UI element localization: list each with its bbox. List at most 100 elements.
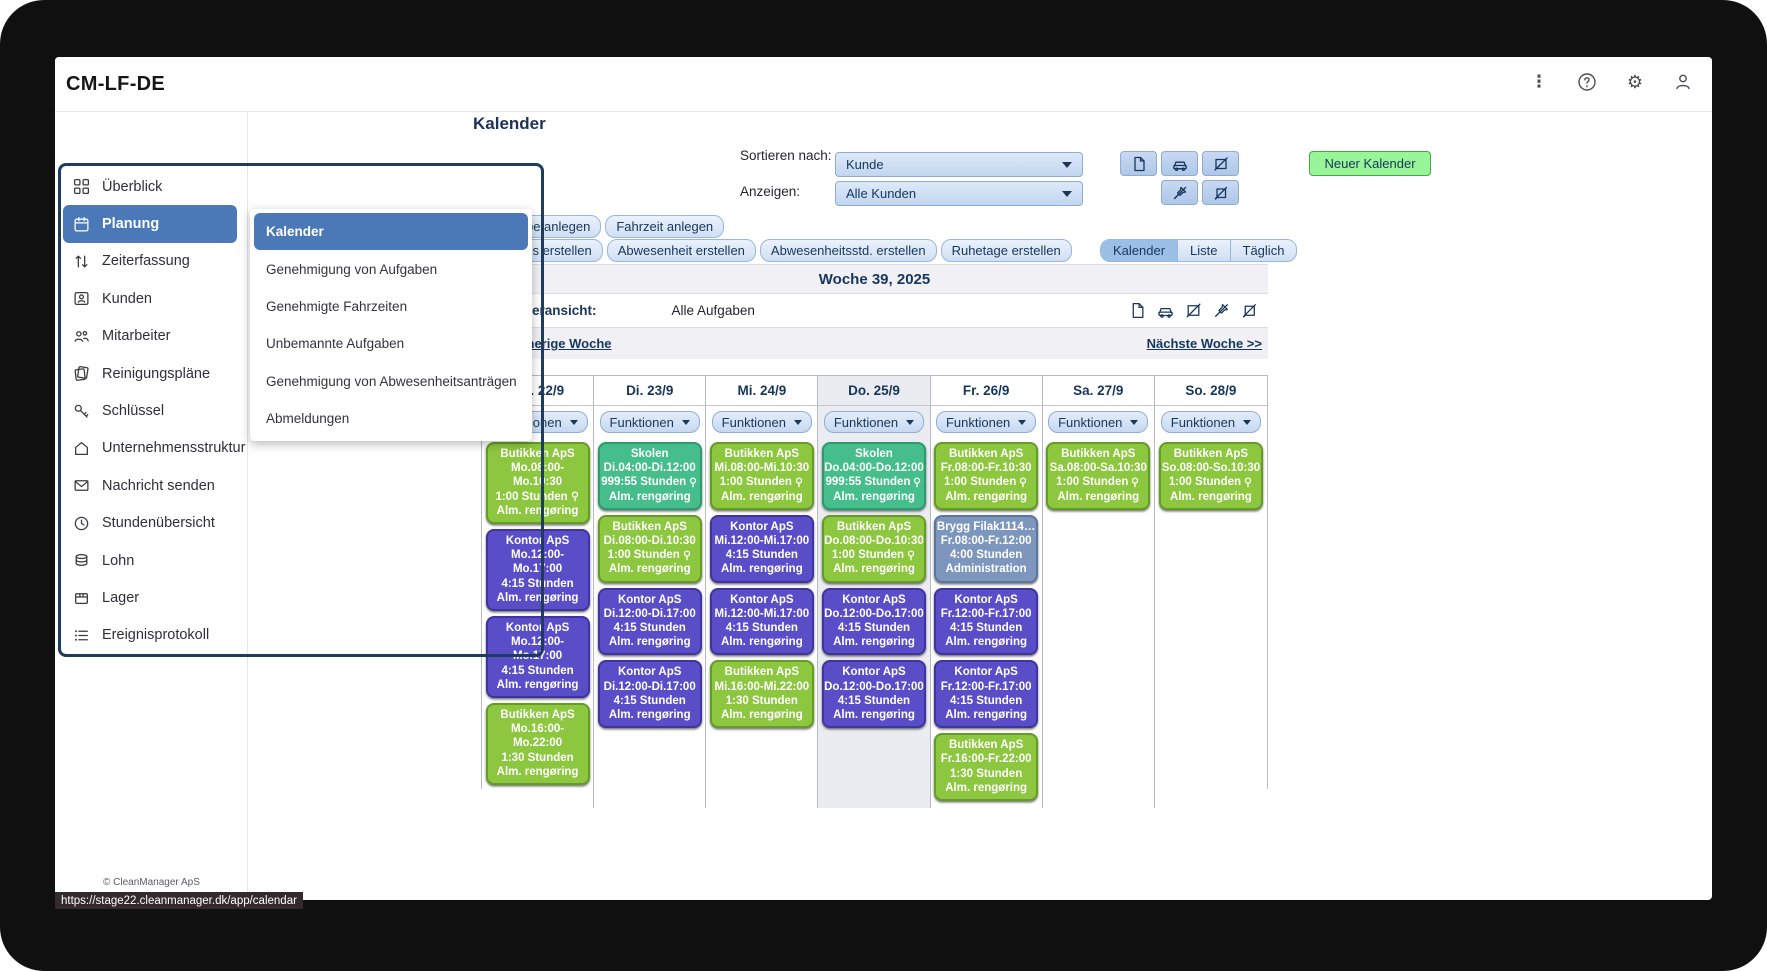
sidebar-item-lager[interactable]: Lager <box>63 579 237 616</box>
no-pin-alt-toggle-button[interactable] <box>1202 180 1239 205</box>
event-card[interactable]: Skolen Do.04:00-Do.12:00 999:55 Stunden … <box>821 442 926 510</box>
kebab-menu-icon[interactable]: ⋮ <box>1530 72 1548 91</box>
event-task-type: Alm. rengøring <box>945 490 1028 503</box>
event-card[interactable]: Butikken ApS Fr.08:00-Fr.10:30 1:00 Stun… <box>934 442 1039 510</box>
submenu-item-genehmigung-von-abwesenheitsantraegen[interactable]: Genehmigung von Abwesenheitsanträgen <box>266 373 517 389</box>
person-icon <box>683 550 690 561</box>
submenu-item-genehmigte-fahrzeiten[interactable]: Genehmigte Fahrzeiten <box>266 298 408 314</box>
event-stack: Butikken ApS Mi.08:00-Mi.10:30 1:00 Stun… <box>706 438 817 808</box>
event-card[interactable]: Butikken ApS Do.08:00-Do.10:30 1:00 Stun… <box>821 514 926 583</box>
create-drivetime-button[interactable]: Fahrzeit anlegen <box>605 215 725 238</box>
sidebar-item-ueberblick[interactable]: Überblick <box>63 168 237 205</box>
event-card[interactable]: Kontor ApS Di.12:00-Di.17:00 4:15 Stunde… <box>597 660 702 729</box>
event-card[interactable]: Kontor ApS Fr.12:00-Fr.17:00 4:15 Stunde… <box>934 660 1039 729</box>
document-toggle-button[interactable] <box>1120 151 1157 176</box>
sort-by-select[interactable]: Kunde <box>835 152 1083 177</box>
create-restdays-button[interactable]: Ruhetage erstellen <box>940 239 1072 262</box>
submenu-item-genehmigung-von-aufgaben[interactable]: Genehmigung von Aufgaben <box>266 261 438 277</box>
view-tabs: Kalender Liste Täglich <box>1100 239 1298 262</box>
sidebar-item-planung[interactable]: Planung <box>63 205 237 243</box>
help-icon[interactable] <box>1576 71 1598 93</box>
event-card[interactable]: Brygg Filak1114… Fr.08:00-Fr.12:00 4:00 … <box>934 514 1039 583</box>
event-card[interactable]: Kontor ApS Mo.12:00-Mo.17:00 4:15 Stunde… <box>485 529 590 612</box>
event-card[interactable]: Butikken ApS Mo.16:00-Mo.22:00 1:30 Stun… <box>485 703 590 786</box>
event-card[interactable]: Butikken ApS Mi.16:00-Mi.22:00 1:30 Stun… <box>709 660 814 729</box>
event-duration: 4:15 Stunden <box>613 694 686 707</box>
day-header: So. 28/9 <box>1154 376 1267 406</box>
sidebar-item-label: Kunden <box>102 290 152 307</box>
crossed-pin-square-icon[interactable] <box>1241 302 1258 319</box>
event-card[interactable]: Kontor ApS Di.12:00-Di.17:00 4:15 Stunde… <box>597 587 702 656</box>
event-card[interactable]: Butikken ApS Fr.16:00-Fr.22:00 1:30 Stun… <box>934 733 1039 802</box>
no-pin-toggle-button[interactable] <box>1161 180 1198 205</box>
event-customer: Butikken ApS <box>612 520 687 533</box>
new-calendar-button[interactable]: Neuer Kalender <box>1309 151 1431 176</box>
create-absence-button[interactable]: Abwesenheit erstellen <box>606 239 756 262</box>
submenu-item-kalender[interactable]: Kalender <box>254 213 528 251</box>
event-customer: Butikken ApS <box>1173 448 1249 460</box>
sidebar-item-label: Lager <box>102 589 140 606</box>
sidebar-item-kunden[interactable]: Kunden <box>63 280 237 317</box>
crossed-plan-icon[interactable] <box>1185 302 1202 319</box>
sort-by-label: Sortieren nach: <box>740 148 832 163</box>
event-card[interactable]: Butikken ApS So.08:00-So.10:30 1:00 Stun… <box>1158 442 1263 510</box>
document-icon[interactable] <box>1129 302 1146 319</box>
event-task-type: Alm. rengøring <box>945 781 1028 794</box>
event-duration: 1:30 Stunden <box>501 751 574 764</box>
event-card[interactable]: Kontor ApS Mi.12:00-Mi.17:00 4:15 Stunde… <box>709 514 814 583</box>
event-card[interactable]: Butikken ApS Di.08:00-Di.10:30 1:00 Stun… <box>597 514 702 583</box>
submenu-item-abmeldungen[interactable]: Abmeldungen <box>266 411 350 427</box>
sidebar-item-nachricht-senden[interactable]: Nachricht senden <box>63 467 237 504</box>
grid-icon <box>73 178 90 195</box>
event-card[interactable]: Kontor ApS Fr.12:00-Fr.17:00 4:15 Stunde… <box>934 587 1039 656</box>
event-card[interactable]: Kontor ApS Mo.12:00-Mo.17:00 4:15 Stunde… <box>485 616 590 699</box>
next-week-link[interactable]: Nächste Woche >> <box>1146 336 1262 351</box>
event-card[interactable]: Skolen Di.04:00-Di.12:00 999:55 Stunden … <box>597 442 702 510</box>
functions-dropdown-button[interactable]: Funktionen <box>936 411 1037 433</box>
event-card[interactable]: Kontor ApS Mi.12:00-Mi.17:00 4:15 Stunde… <box>709 587 814 656</box>
person-icon <box>907 550 915 561</box>
event-card[interactable]: Butikken ApS Mi.08:00-Mi.10:30 1:00 Stun… <box>709 442 814 510</box>
user-profile-icon[interactable] <box>1672 71 1694 93</box>
settings-gear-icon[interactable]: ⚙ <box>1626 71 1644 92</box>
event-card[interactable]: Butikken ApS Sa.08:00-Sa.10:30 1:00 Stun… <box>1046 442 1151 510</box>
functions-dropdown-button[interactable]: Funktionen <box>1048 411 1149 433</box>
tab-liste[interactable]: Liste <box>1178 240 1231 261</box>
event-card[interactable]: Kontor ApS Do.12:00-Do.17:00 4:15 Stunde… <box>821 660 926 729</box>
sidebar-item-zeiterfassung[interactable]: Zeiterfassung <box>63 243 237 280</box>
sidebar-item-schluessel[interactable]: Schlüssel <box>63 392 237 429</box>
create-absence-hours-button[interactable]: Abwesenheitsstd. erstellen <box>759 239 937 262</box>
car-icon[interactable] <box>1157 302 1174 319</box>
event-card[interactable]: Butikken ApS Mo.08:00-Mo.10:30 1:00 Stun… <box>485 442 590 525</box>
calendar-view-value[interactable]: Alle Aufgaben <box>671 303 755 318</box>
day-header: Mi. 24/9 <box>706 376 818 406</box>
event-time: Fr.08:00-Fr.10:30 <box>940 462 1032 475</box>
crossed-pin-icon[interactable] <box>1213 302 1230 319</box>
no-plan-toggle-button[interactable] <box>1202 151 1239 176</box>
show-select[interactable]: Alle Kunden <box>835 181 1083 206</box>
submenu-item-unbemannte-aufgaben[interactable]: Unbemannte Aufgaben <box>266 336 405 352</box>
app-header: CM-LF-DE ⋮ ⚙ <box>55 57 1712 112</box>
day-header: Sa. 27/9 <box>1042 376 1154 406</box>
event-card[interactable]: Kontor ApS Do.12:00-Do.17:00 4:15 Stunde… <box>821 587 926 656</box>
functions-dropdown-button[interactable]: Funktionen <box>599 411 700 433</box>
functions-dropdown-button[interactable]: Funktionen <box>823 411 924 433</box>
event-customer: Butikken ApS <box>500 448 575 460</box>
sidebar-item-unternehmensstruktur[interactable]: Unternehmensstruktur <box>63 430 245 467</box>
functions-dropdown-button[interactable]: Funktionen <box>1160 411 1261 433</box>
sidebar-item-ereignisprotokoll[interactable]: Ereignisprotokoll <box>63 617 237 654</box>
sidebar-item-reinigungsplaene[interactable]: Reinigungspläne <box>63 355 237 392</box>
event-duration: 4:15 Stunden <box>837 694 911 707</box>
sidebar-item-mitarbeiter[interactable]: Mitarbeiter <box>63 318 237 355</box>
tab-kalender[interactable]: Kalender <box>1101 240 1179 261</box>
event-time: So.08:00-So.10:30 <box>1161 462 1261 475</box>
event-time: Fr.12:00-Fr.17:00 <box>940 680 1032 693</box>
sidebar-item-lohn[interactable]: Lohn <box>63 542 237 579</box>
event-duration: 1:00 Stunden <box>720 475 804 489</box>
sidebar-item-stundenuebersicht[interactable]: Stundenübersicht <box>63 505 237 542</box>
person-icon <box>1244 477 1252 488</box>
crossed-plan-icon <box>1213 156 1228 171</box>
functions-dropdown-button[interactable]: Funktionen <box>711 411 812 433</box>
car-toggle-button[interactable] <box>1161 151 1198 176</box>
tab-taeglich[interactable]: Täglich <box>1242 243 1285 258</box>
